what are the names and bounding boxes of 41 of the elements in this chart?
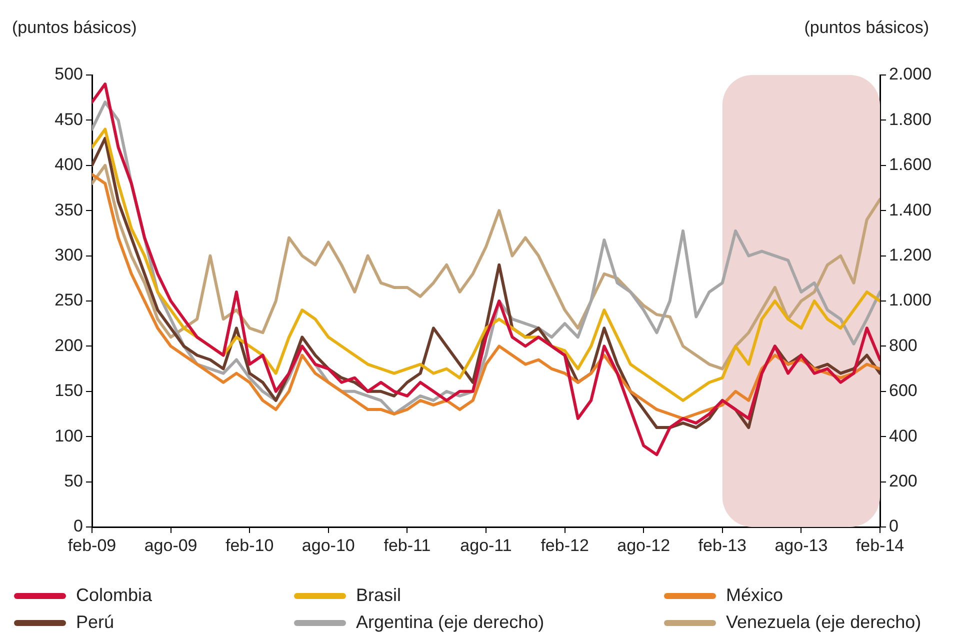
y2-tick-label: 1.000 [889,290,932,310]
y-tick-label: 100 [54,426,83,446]
y2-tick-label: 1.200 [889,245,932,264]
y-tick-label: 50 [64,471,83,490]
x-tick-label: feb-11 [384,536,431,555]
legend-label: Perú [76,612,114,633]
x-tick-label: feb-12 [540,536,589,555]
legend-label: Venezuela (eje derecho) [726,612,922,633]
x-tick-label: feb-09 [68,536,116,555]
y2-tick-label: 0 [889,516,898,536]
y-axis-title: (puntos básicos) [12,18,137,38]
y-tick-label: 300 [54,245,83,264]
legend-label: Argentina (eje derecho) [356,612,544,633]
y2-tick-label: 1.400 [889,200,932,220]
x-tick-label: ago-12 [617,536,670,555]
y2-tick-label: 1.800 [889,110,932,129]
y2-axis-title: (puntos básicos) [804,18,929,38]
x-tick-label: feb-14 [856,536,904,555]
x-tick-label: ago-09 [144,536,198,555]
y-tick-label: 150 [54,381,83,400]
x-tick-label: ago-10 [302,536,355,555]
y-tick-label: 200 [54,336,83,355]
y-tick-label: 450 [54,110,83,129]
y-tick-label: 400 [54,155,83,174]
y2-tick-label: 200 [889,471,918,490]
y-tick-label: 250 [54,290,83,310]
x-tick-label: feb-13 [698,536,746,555]
y-tick-label: 0 [74,516,83,536]
y-tick-label: 350 [54,200,83,220]
y2-tick-label: 1.600 [889,155,932,174]
y2-tick-label: 600 [889,381,918,400]
y2-tick-label: 2.000 [889,64,932,84]
y2-tick-label: 800 [889,336,918,355]
legend-label: Colombia [76,585,152,606]
x-tick-label: ago-11 [460,536,512,555]
x-tick-label: ago-13 [774,536,828,555]
x-tick-label: feb-10 [226,536,274,555]
legend-label: México [726,585,784,606]
y-tick-label: 500 [54,64,83,84]
y2-tick-label: 400 [889,426,918,446]
legend-label: Brasil [356,585,402,606]
